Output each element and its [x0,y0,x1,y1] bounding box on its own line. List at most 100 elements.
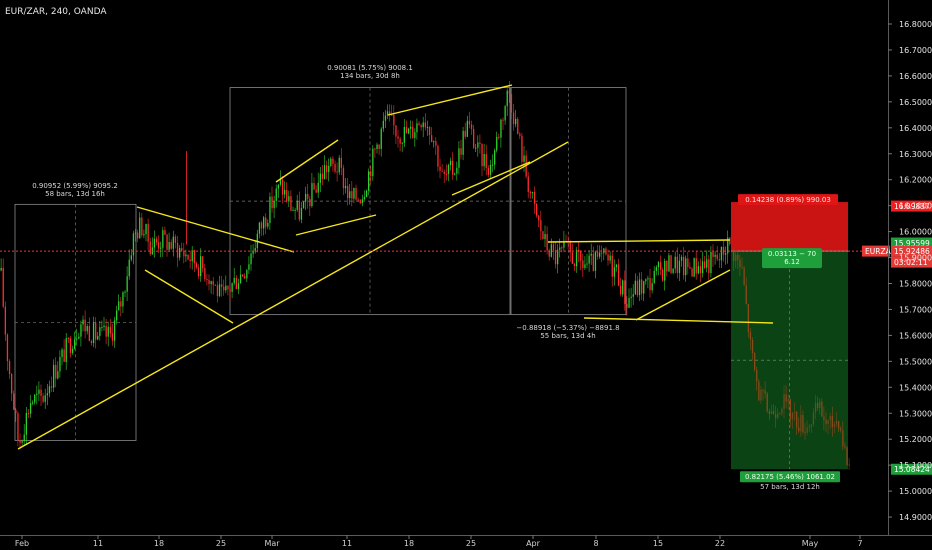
candle-body [116,310,118,321]
candle-body [659,262,662,270]
x-tick-label: Apr [526,539,541,548]
candle-body [90,340,93,344]
future-candle-body [789,398,791,420]
candle-body [170,242,172,249]
candle-body [258,222,261,234]
candle-body [386,111,389,116]
candle-body [418,123,420,125]
future-candle-body [806,427,808,433]
trend-line[interactable] [295,214,377,236]
candle-body [613,267,615,277]
candle-body [603,248,605,254]
candle-body [351,191,353,199]
candle-body [607,254,609,261]
candle-body [678,260,681,273]
future-candle-body [762,389,764,391]
trend-line[interactable] [635,269,731,321]
candle-body [638,279,641,296]
candle-body [599,252,601,257]
future-candle-body [846,447,848,466]
future-candle-body [817,403,819,408]
trend-line[interactable] [451,161,531,196]
candle-body [340,157,342,168]
future-candle-body [760,389,762,401]
candle-body [307,193,309,199]
target-label-box [740,471,840,483]
candle-body [19,440,21,443]
candle-body [107,326,109,337]
x-tick-label: 25 [216,539,226,548]
candle-body [468,120,471,125]
candle-body [239,274,242,284]
candle-body [113,320,116,341]
candle-body [536,203,538,216]
y-tick-label: 15.40000 [899,383,932,392]
candle-body [620,285,622,295]
candle-body [128,259,130,277]
candle-body [372,148,374,177]
candle-body [248,264,250,270]
candle-body [517,118,519,134]
y-tick-label: 16.80000 [899,20,932,29]
candle-body [718,259,720,261]
candle-body [44,395,46,402]
candle-body [689,267,691,269]
future-candle-body [745,285,747,304]
candle-body [573,263,576,267]
candle-body [168,242,170,250]
candle-body [225,285,227,291]
trend-line[interactable] [547,239,731,243]
trend-line[interactable] [275,139,339,183]
candle-body [590,253,592,256]
future-candle-body [737,254,739,260]
future-candle-body [812,412,815,425]
candle-body [483,154,485,167]
candle-body [687,258,689,268]
candle-body [126,276,128,292]
candle-body [433,141,435,143]
candle-body [628,297,630,308]
candle-body [651,283,653,291]
candle-body [263,217,265,229]
candle-body [515,118,517,125]
candle-body [563,240,565,248]
candle-body [452,160,454,175]
future-candle-body [821,401,823,417]
candle-body [445,173,447,175]
future-candle-body [800,414,802,432]
trend-line[interactable] [583,317,774,324]
candle-body [57,371,59,379]
candle-body [680,256,683,261]
candle-body [344,185,347,189]
future-candle-body [796,411,798,428]
candle-body [376,144,378,150]
chart-title: EUR/ZAR, 240, OANDA [5,7,107,17]
candle-body [485,154,487,168]
candle-body [323,165,326,179]
target-bars-label: 57 bars, 13d 12h [760,483,820,491]
candle-body [431,135,433,143]
y-tick-label: 15.00000 [899,487,932,496]
trend-line[interactable] [387,84,513,116]
trend-line[interactable] [136,206,295,253]
trend-line[interactable] [144,269,234,324]
candle-body [578,249,580,252]
trend-line[interactable] [17,141,569,450]
candle-body [130,255,132,260]
future-candle-body [743,267,745,286]
candle-body [246,269,248,279]
candles-layer [0,81,850,470]
candle-body [218,284,221,297]
price-tag-box [891,237,932,249]
stop-zone[interactable] [731,202,848,252]
candle-body [609,255,611,261]
candle-body [61,349,63,358]
candle-body [641,279,643,294]
candle-body [544,234,546,240]
candle-body [50,386,53,388]
candle-body [464,130,466,137]
candle-body [200,256,202,277]
x-tick-label: 25 [466,539,476,548]
